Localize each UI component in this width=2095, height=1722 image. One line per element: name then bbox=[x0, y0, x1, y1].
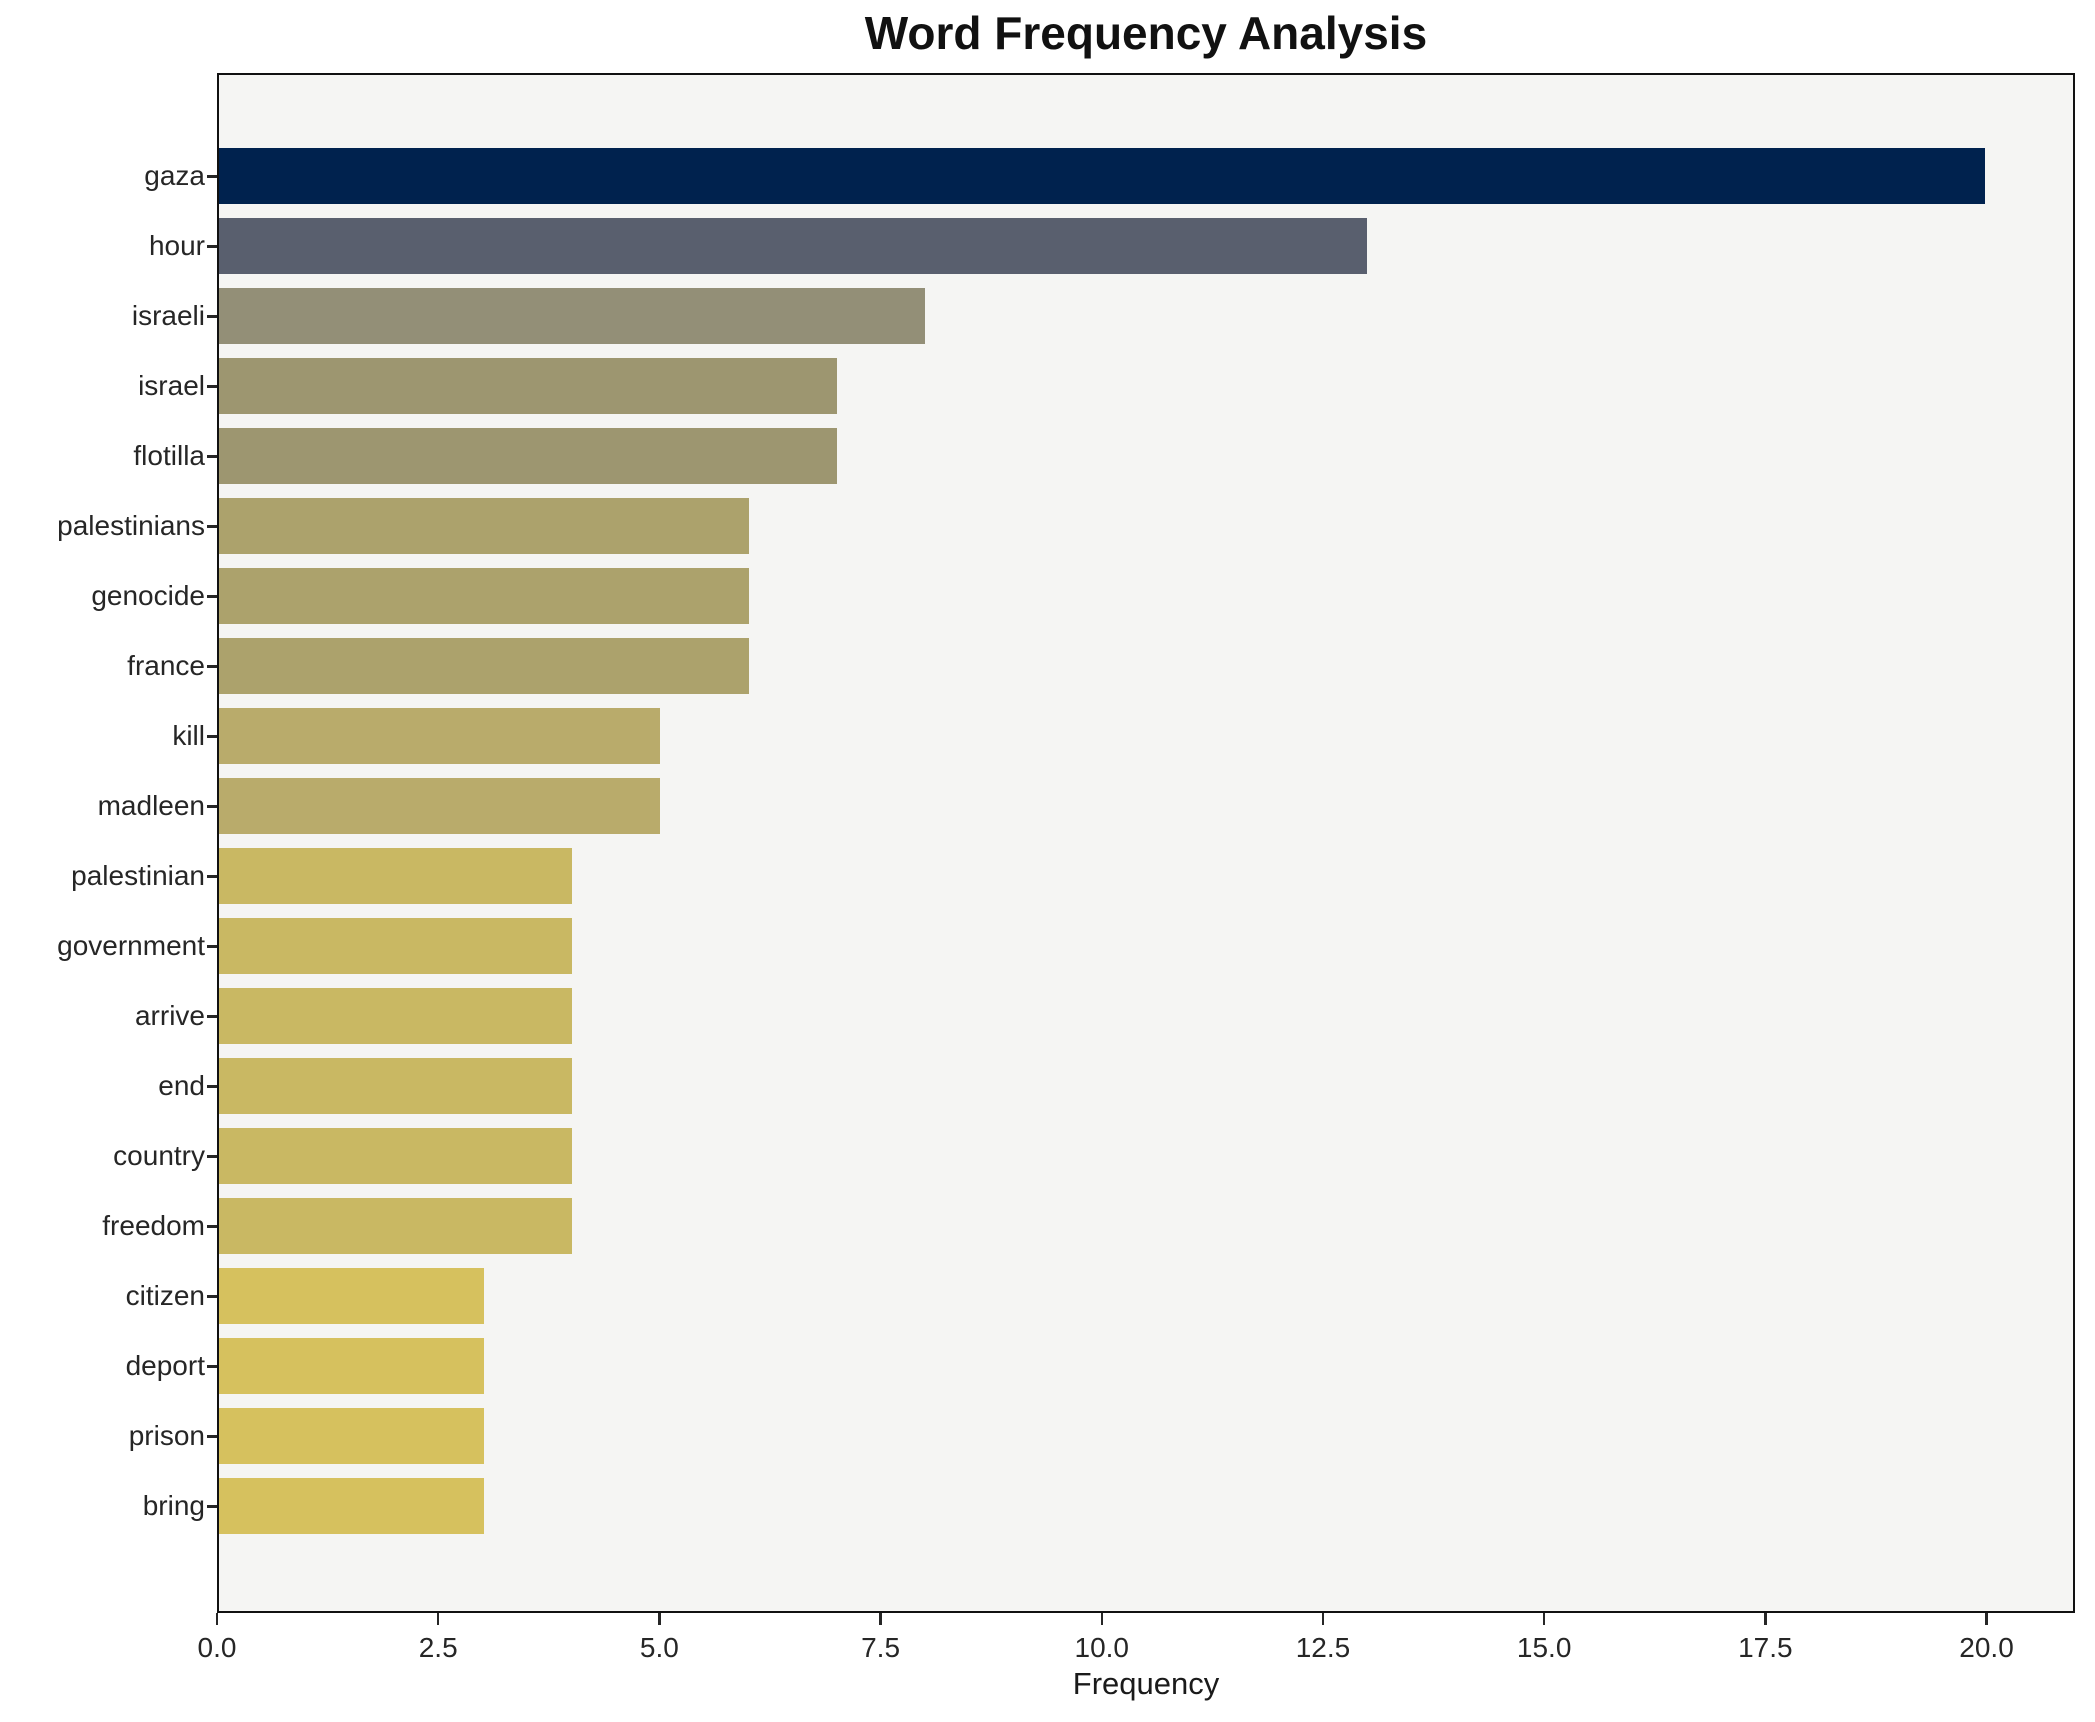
bar-genocide bbox=[219, 567, 749, 624]
bar-end bbox=[219, 1057, 573, 1114]
bar-kill bbox=[219, 707, 661, 764]
y-tick-mark bbox=[207, 735, 217, 738]
x-tick-label-17.5: 17.5 bbox=[1738, 1632, 1793, 1663]
y-tick-mark bbox=[207, 595, 217, 598]
x-tick-mark bbox=[1321, 1613, 1325, 1625]
x-tick-label-7.5: 7.5 bbox=[861, 1632, 901, 1663]
bar-arrive bbox=[219, 987, 573, 1044]
bar-gaza bbox=[219, 147, 1985, 204]
bar-citizen bbox=[219, 1267, 484, 1324]
y-tick-mark bbox=[207, 805, 217, 808]
bar-hour bbox=[219, 217, 1367, 274]
y-tick-mark bbox=[207, 1225, 217, 1228]
y-tick-label-freedom: freedom bbox=[102, 1210, 205, 1241]
plot-area bbox=[217, 73, 2075, 1613]
y-tick-label-arrive: arrive bbox=[134, 1000, 205, 1031]
y-tick-mark bbox=[207, 945, 217, 948]
y-tick-mark bbox=[207, 1505, 217, 1508]
x-tick-label-2.5: 2.5 bbox=[418, 1632, 458, 1663]
x-tick-mark bbox=[658, 1613, 661, 1625]
x-tick-mark bbox=[1985, 1613, 1988, 1625]
y-tick-label-israel: israel bbox=[138, 370, 205, 401]
bar-deport bbox=[219, 1337, 484, 1394]
y-tick-label-france: france bbox=[127, 650, 205, 681]
bar-government bbox=[219, 917, 573, 974]
bar-prison bbox=[219, 1407, 484, 1464]
x-tick-label-10.0: 10.0 bbox=[1074, 1632, 1130, 1663]
y-tick-label-country: country bbox=[113, 1140, 205, 1171]
bar-france bbox=[219, 637, 749, 694]
x-tick-mark bbox=[1542, 1613, 1546, 1625]
y-tick-mark bbox=[207, 665, 217, 668]
bar-israeli bbox=[219, 287, 926, 344]
y-tick-label-hour: hour bbox=[148, 230, 205, 261]
y-tick-label-bring: bring bbox=[142, 1490, 205, 1521]
y-tick-mark bbox=[207, 1365, 217, 1368]
x-axis-title: Frequency bbox=[1072, 1666, 1220, 1701]
x-tick-label-15.0: 15.0 bbox=[1516, 1632, 1572, 1663]
y-tick-mark bbox=[207, 525, 217, 528]
y-tick-mark bbox=[207, 875, 217, 878]
y-tick-label-palestinian: palestinian bbox=[71, 860, 205, 891]
bar-israel bbox=[219, 357, 837, 414]
y-tick-label-prison: prison bbox=[128, 1420, 205, 1451]
y-tick-mark bbox=[207, 455, 217, 458]
x-tick-mark bbox=[879, 1613, 882, 1625]
bar-bring bbox=[219, 1477, 484, 1534]
y-tick-label-deport: deport bbox=[125, 1350, 205, 1381]
bar-country bbox=[219, 1127, 573, 1184]
y-tick-label-madleen: madleen bbox=[97, 790, 205, 821]
y-tick-label-palestinians: palestinians bbox=[57, 510, 205, 541]
y-tick-label-end: end bbox=[158, 1070, 205, 1101]
x-tick-mark bbox=[436, 1613, 440, 1625]
y-tick-mark bbox=[207, 1155, 217, 1158]
y-tick-mark bbox=[207, 1295, 217, 1298]
x-tick-label-0.0: 0.0 bbox=[197, 1632, 237, 1663]
bar-palestinian bbox=[219, 847, 573, 904]
y-tick-mark bbox=[207, 1085, 217, 1088]
y-tick-label-flotilla: flotilla bbox=[133, 440, 205, 471]
y-tick-label-gaza: gaza bbox=[144, 160, 205, 191]
bar-palestinians bbox=[219, 497, 749, 554]
y-tick-label-kill: kill bbox=[172, 720, 205, 751]
bar-freedom bbox=[219, 1197, 573, 1254]
y-tick-label-genocide: genocide bbox=[91, 580, 205, 611]
y-tick-mark bbox=[207, 315, 217, 318]
y-tick-label-citizen: citizen bbox=[125, 1280, 205, 1311]
x-tick-mark bbox=[1100, 1613, 1103, 1625]
x-tick-mark bbox=[215, 1613, 219, 1625]
x-tick-label-12.5: 12.5 bbox=[1295, 1632, 1351, 1663]
chart-title: Word Frequency Analysis bbox=[864, 7, 1428, 59]
x-tick-label-5.0: 5.0 bbox=[639, 1632, 679, 1663]
y-tick-mark bbox=[207, 175, 217, 178]
y-tick-mark bbox=[207, 385, 217, 388]
y-tick-mark bbox=[207, 1015, 217, 1018]
y-tick-mark bbox=[207, 1435, 217, 1438]
y-tick-mark bbox=[207, 245, 217, 248]
y-tick-label-israeli: israeli bbox=[131, 300, 205, 331]
x-tick-mark bbox=[1764, 1613, 1767, 1625]
bar-flotilla bbox=[219, 427, 837, 484]
x-tick-label-20.0: 20.0 bbox=[1959, 1632, 2014, 1663]
y-tick-label-government: government bbox=[57, 930, 205, 961]
bar-madleen bbox=[219, 777, 661, 834]
